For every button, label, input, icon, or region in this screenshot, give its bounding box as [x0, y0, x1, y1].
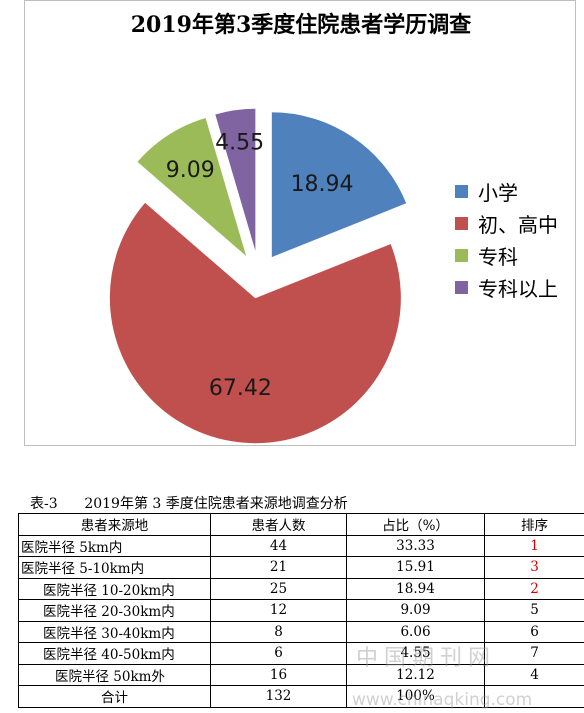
cell-count: 8 [210, 620, 347, 643]
slice-data-label: 9.09 [166, 158, 215, 183]
slice-data-label: 4.55 [215, 131, 264, 156]
table-row: 医院半径 10-20km内 25 18.94 2 [18, 577, 584, 600]
cell-percent: 9.09 [346, 599, 485, 622]
cell-count: 44 [210, 534, 347, 557]
legend-item: 专科 [455, 239, 558, 271]
cell-percent: 6.06 [346, 620, 485, 643]
slice-data-label: 18.94 [291, 172, 354, 197]
legend-label: 专科 [478, 244, 518, 269]
cell-count: 6 [210, 642, 347, 665]
legend-item: 专科以上 [455, 271, 558, 303]
cell-source: 医院半径 10-20km内 [18, 577, 211, 600]
legend-swatch [455, 248, 468, 262]
cell-rank: 5 [484, 599, 584, 622]
slice-data-label: 67.42 [209, 376, 272, 401]
header-percent: 占比（%） [346, 513, 485, 536]
table-total-row: 合计 132 100% [18, 685, 584, 708]
table-header-row: 患者来源地 患者人数 占比（%） 排序 [18, 513, 584, 536]
pie-slice [214, 107, 257, 255]
legend-item: 小学 [455, 175, 558, 207]
total-rank [484, 685, 584, 708]
cell-rank: 2 [484, 577, 584, 600]
legend-swatch [455, 184, 468, 198]
legend-label: 初、高中 [478, 212, 558, 237]
table-row: 医院半径 50km外 16 12.12 4 [18, 663, 584, 686]
total-label: 合计 [18, 685, 211, 708]
legend-label: 专科以上 [478, 276, 558, 301]
cell-percent: 15.91 [346, 556, 485, 579]
cell-source: 医院半径 40-50km内 [18, 642, 211, 665]
cell-rank: 3 [484, 556, 584, 579]
pie-chart: 18.94 67.42 9.094.55 [108, 107, 408, 445]
legend: 小学初、高中专科专科以上 [455, 175, 558, 303]
cell-percent: 18.94 [346, 577, 485, 600]
cell-source: 医院半径 20-30km内 [18, 599, 211, 622]
cell-count: 25 [210, 577, 347, 600]
legend-label: 小学 [478, 180, 518, 205]
cell-rank: 7 [484, 642, 584, 665]
table-row: 医院半径 20-30km内 12 9.09 5 [18, 599, 584, 622]
legend-swatch [455, 216, 468, 230]
pie-slice [108, 201, 402, 445]
pie-slice [136, 116, 249, 259]
header-rank: 排序 [484, 513, 584, 536]
cell-source: 医院半径 5-10km内 [18, 556, 211, 579]
chart-title: 2019年第3季度住院患者学历调查 [130, 12, 472, 38]
cell-percent: 33.33 [346, 534, 485, 557]
cell-rank: 1 [484, 534, 584, 557]
cell-rank: 4 [484, 663, 584, 686]
cell-count: 12 [210, 599, 347, 622]
legend-item: 初、高中 [455, 207, 558, 239]
total-percent: 100% [346, 685, 485, 708]
chart-panel: 2019年第3季度住院患者学历调查 18.94 67.42 9.09 4.55 小学初… [24, 0, 576, 446]
table-row: 医院半径 30-40km内 8 6.06 6 [18, 620, 584, 643]
total-count: 132 [210, 685, 347, 708]
pie-slice [270, 111, 408, 259]
cell-source: 医院半径 50km外 [18, 663, 211, 686]
cell-source: 医院半径 5km内 [18, 534, 211, 557]
table-row: 医院半径 5km内 44 33.33 1 [18, 534, 584, 557]
cell-count: 16 [210, 663, 347, 686]
header-count: 患者人数 [210, 513, 347, 536]
cell-percent: 12.12 [346, 663, 485, 686]
cell-source: 医院半径 30-40km内 [18, 620, 211, 643]
header-source: 患者来源地 [18, 513, 211, 536]
cell-rank: 6 [484, 620, 584, 643]
table-row: 医院半径 40-50km内 6 4.55 7 [18, 642, 584, 665]
legend-swatch [455, 280, 468, 294]
cell-count: 21 [210, 556, 347, 579]
table-caption: 表-3 2019年第 3 季度住院患者来源地调查分析 [30, 496, 348, 512]
cell-percent: 4.55 [346, 642, 485, 665]
source-table: 患者来源地 患者人数 占比（%） 排序 医院半径 5km内 44 33.33 1… [18, 513, 584, 708]
table-row: 医院半径 5-10km内 21 15.91 3 [18, 556, 584, 579]
